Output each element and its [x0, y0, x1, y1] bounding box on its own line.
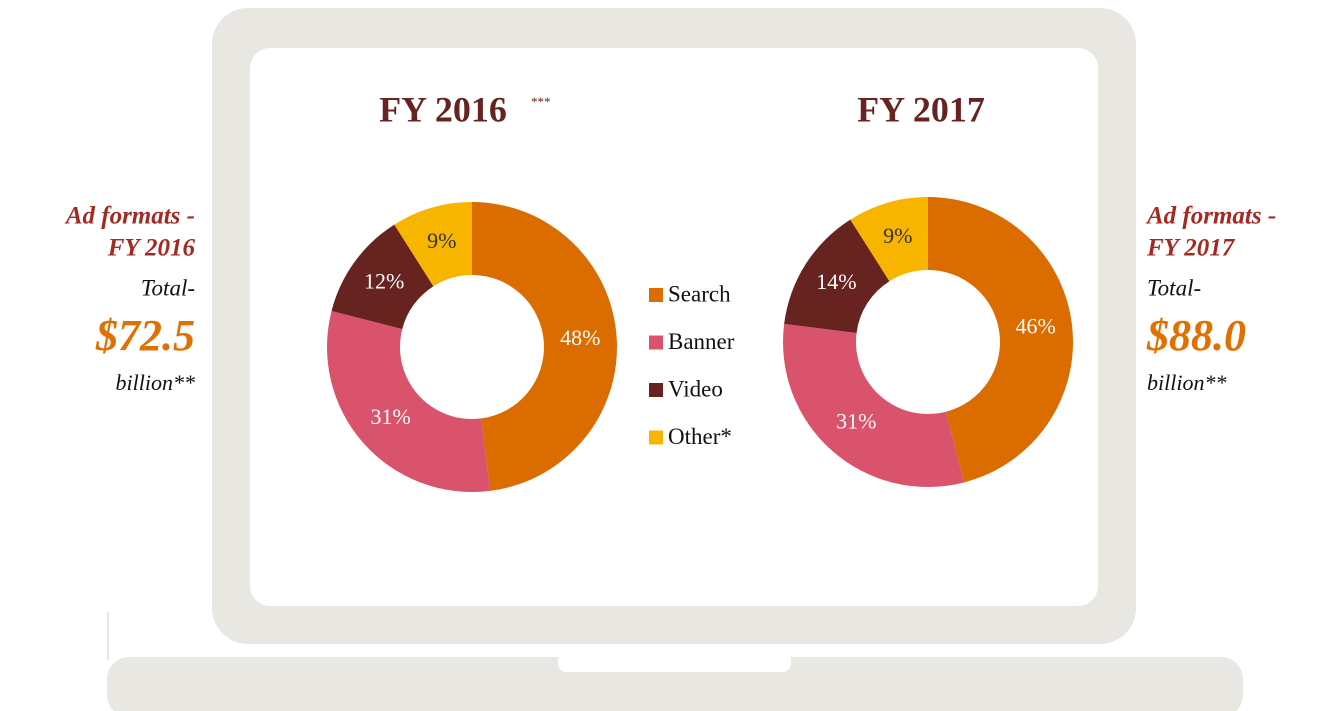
legend-label: Video — [668, 376, 723, 401]
data-label: 31% — [836, 408, 876, 433]
side-heading: FY 2017 — [1146, 235, 1236, 262]
side-lead: Total- — [1147, 275, 1201, 300]
donut-slice: Search — [928, 197, 1073, 483]
side-total: $88.0 — [1146, 311, 1246, 360]
legend-label: Other* — [668, 424, 732, 449]
legend-swatch — [649, 288, 663, 302]
legend-swatch — [649, 383, 663, 397]
data-label: 12% — [364, 268, 404, 293]
legend-label: Banner — [668, 329, 735, 354]
title-note: *** — [531, 94, 551, 109]
donut-slice: Video — [784, 219, 890, 333]
legend-swatch — [649, 335, 663, 350]
donut-slice: Other* — [850, 197, 928, 282]
side-lead: Total- — [141, 275, 195, 300]
side-unit: billion** — [116, 370, 195, 395]
data-label: 48% — [560, 325, 600, 350]
chart-title: FY 2017 — [857, 89, 985, 129]
legend-swatch — [649, 430, 663, 445]
data-label: 46% — [1015, 313, 1055, 338]
side-heading: Ad formats - — [1145, 203, 1276, 230]
donut-slice — [331, 224, 434, 330]
side-heading: Ad formats - — [64, 203, 195, 230]
laptop-edge — [107, 612, 109, 660]
laptop-notch — [558, 652, 791, 672]
side-unit: billion** — [1147, 370, 1226, 395]
side-heading: FY 2016 — [107, 235, 196, 262]
side-total: $72.5 — [95, 311, 195, 360]
charts: FY 2016 *** 48% 31% 12% 9% Ad formats - FY 2016… — [64, 89, 1276, 492]
data-label: 14% — [816, 269, 856, 294]
donut-slice — [394, 202, 472, 287]
legend-label: Search — [668, 281, 731, 306]
donut-slice — [327, 310, 491, 492]
donut-slice — [472, 202, 618, 491]
chart-title: FY 2016 — [379, 89, 507, 129]
data-label: 9% — [883, 223, 912, 248]
laptop-base — [107, 657, 1243, 711]
data-label: 9% — [427, 228, 456, 253]
data-label: 31% — [370, 404, 410, 429]
donut-slice: Banner — [783, 323, 965, 487]
